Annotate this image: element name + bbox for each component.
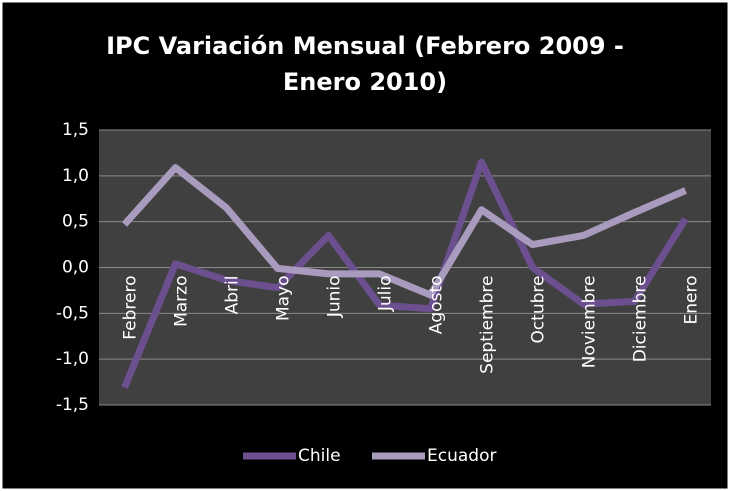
x-tick-label: Abril bbox=[223, 276, 243, 315]
x-tick-label: Junio bbox=[325, 276, 345, 319]
data-line bbox=[121, 164, 687, 299]
x-tick-label: Enero bbox=[682, 276, 702, 325]
data-line bbox=[121, 158, 689, 389]
y-tick-label: -1,0 bbox=[56, 349, 89, 369]
y-tick-label: 0,0 bbox=[62, 258, 89, 278]
x-tick-label: Agosto bbox=[427, 276, 447, 335]
y-tick-label: -0,5 bbox=[56, 303, 89, 323]
x-tick-label: Marzo bbox=[172, 276, 192, 327]
x-tick-label: Octubre bbox=[529, 276, 549, 344]
chart-title: IPC Variación Mensual (Febrero 2009 - En… bbox=[106, 32, 624, 96]
x-tick-label: Noviembre bbox=[580, 276, 600, 369]
y-tick-label: 1,0 bbox=[62, 166, 89, 186]
x-tick-label: Septiembre bbox=[478, 276, 498, 374]
legend-label: Chile bbox=[298, 446, 341, 466]
y-tick-label: -1,5 bbox=[56, 395, 89, 415]
x-tick-label: Febrero bbox=[121, 276, 141, 340]
y-tick-label: 0,5 bbox=[62, 212, 89, 232]
y-tick-label: 1,5 bbox=[62, 120, 89, 140]
x-tick-label: Julio bbox=[376, 276, 396, 313]
x-tick-label: Mayo bbox=[274, 276, 294, 322]
x-tick-label: Diciembre bbox=[631, 276, 651, 363]
legend-label: Ecuador bbox=[427, 446, 496, 466]
